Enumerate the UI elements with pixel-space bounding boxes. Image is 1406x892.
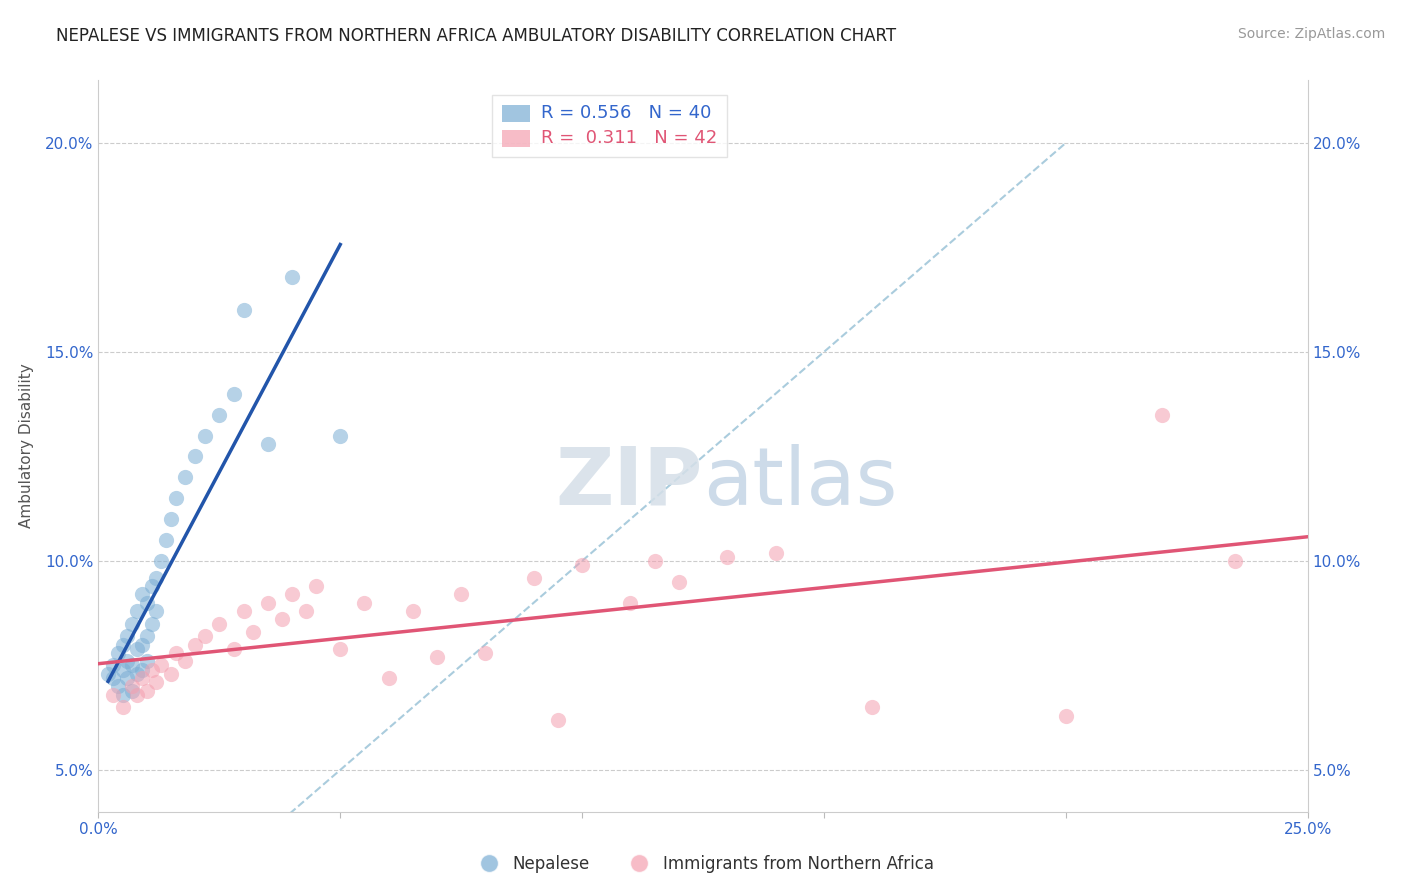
Point — [150, 658, 173, 673]
Point — [155, 533, 177, 547]
Point — [256, 596, 278, 610]
Point — [523, 571, 546, 585]
Point — [232, 303, 254, 318]
Point — [765, 545, 787, 559]
Point — [141, 616, 163, 631]
Point — [111, 638, 134, 652]
Point — [97, 666, 120, 681]
Point — [160, 666, 183, 681]
Point — [101, 658, 124, 673]
Point — [111, 688, 134, 702]
Point — [174, 654, 197, 668]
Point — [135, 654, 157, 668]
Point — [121, 679, 143, 693]
Point — [141, 663, 163, 677]
Point — [111, 663, 134, 677]
Point — [127, 666, 149, 681]
Point — [121, 616, 143, 631]
Point — [127, 604, 149, 618]
Point — [145, 604, 167, 618]
Point — [150, 554, 173, 568]
Point — [135, 683, 157, 698]
Point — [281, 587, 304, 601]
Point — [194, 629, 217, 643]
Point — [232, 604, 254, 618]
Point — [101, 688, 124, 702]
Point — [1223, 554, 1246, 568]
Point — [619, 596, 641, 610]
Point — [127, 641, 149, 656]
Point — [208, 408, 231, 422]
Point — [305, 579, 328, 593]
Point — [474, 646, 496, 660]
Point — [716, 549, 738, 564]
Point — [145, 571, 167, 585]
Point — [131, 663, 153, 677]
Point — [135, 629, 157, 643]
Text: atlas: atlas — [703, 443, 897, 522]
Text: Source: ZipAtlas.com: Source: ZipAtlas.com — [1237, 27, 1385, 41]
Point — [101, 671, 124, 685]
Point — [222, 386, 245, 401]
Point — [174, 470, 197, 484]
Point — [107, 679, 129, 693]
Point — [402, 604, 425, 618]
Point — [1054, 708, 1077, 723]
Point — [271, 612, 294, 626]
Point — [184, 450, 207, 464]
Point — [131, 638, 153, 652]
Point — [121, 683, 143, 698]
Point — [860, 700, 883, 714]
Y-axis label: Ambulatory Disability: Ambulatory Disability — [20, 364, 34, 528]
Point — [222, 641, 245, 656]
Point — [668, 574, 690, 589]
Text: NEPALESE VS IMMIGRANTS FROM NORTHERN AFRICA AMBULATORY DISABILITY CORRELATION CH: NEPALESE VS IMMIGRANTS FROM NORTHERN AFR… — [56, 27, 897, 45]
Point — [242, 625, 264, 640]
Point — [131, 671, 153, 685]
Point — [1152, 408, 1174, 422]
Point — [353, 596, 375, 610]
Point — [644, 554, 666, 568]
Point — [256, 437, 278, 451]
Point — [329, 641, 352, 656]
Point — [194, 428, 217, 442]
Point — [160, 512, 183, 526]
Legend: Nepalese, Immigrants from Northern Africa: Nepalese, Immigrants from Northern Afric… — [465, 848, 941, 880]
Point — [329, 428, 352, 442]
Point — [165, 491, 187, 506]
Point — [127, 688, 149, 702]
Point — [295, 604, 318, 618]
Point — [208, 616, 231, 631]
Point — [571, 558, 593, 573]
Point — [107, 646, 129, 660]
Point — [117, 671, 139, 685]
Point — [165, 646, 187, 660]
Point — [281, 269, 304, 284]
Point — [111, 700, 134, 714]
Point — [117, 629, 139, 643]
Legend: R = 0.556   N = 40, R =  0.311   N = 42: R = 0.556 N = 40, R = 0.311 N = 42 — [492, 95, 727, 157]
Point — [121, 658, 143, 673]
Point — [117, 654, 139, 668]
Point — [184, 638, 207, 652]
Point — [450, 587, 472, 601]
Point — [141, 579, 163, 593]
Point — [426, 650, 449, 665]
Point — [135, 596, 157, 610]
Point — [377, 671, 399, 685]
Point — [131, 587, 153, 601]
Point — [145, 675, 167, 690]
Point — [547, 713, 569, 727]
Text: ZIP: ZIP — [555, 443, 703, 522]
